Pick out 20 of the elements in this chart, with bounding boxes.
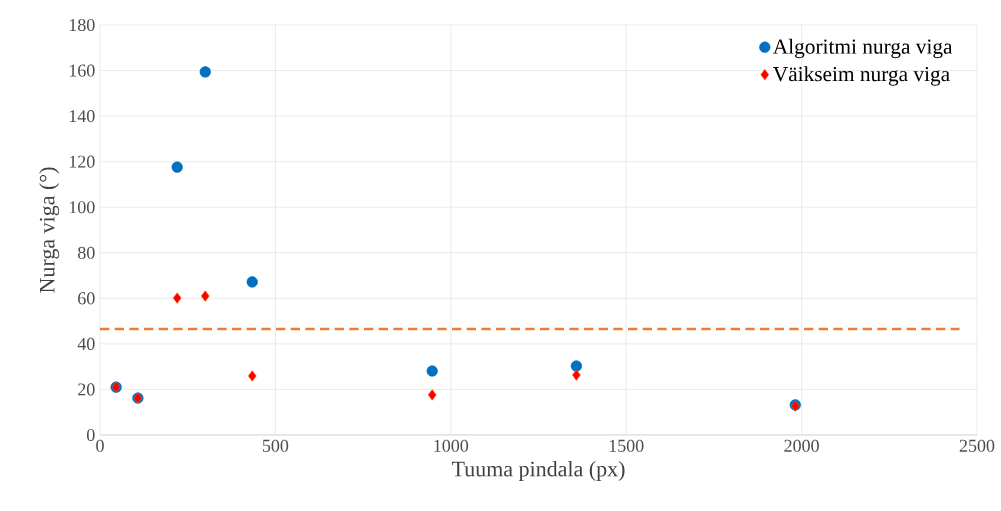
y-tick-label: 80 [77,246,95,259]
y-tick-label: 20 [78,383,95,396]
x-tick-label: 2500 [959,439,995,452]
x-tick-label: 2000 [784,439,819,452]
y-tick-label: 60 [78,292,95,305]
y-tick-label: 0 [86,428,95,442]
y-tick-label: 180 [69,18,95,32]
y-tick-label: 140 [69,110,95,123]
legend-label: Väikseim nurga viga [773,66,950,86]
x-tick-label: 1500 [609,439,644,452]
y-tick-label: 120 [69,155,95,168]
y-tick-label: 160 [69,64,95,77]
x-axis-title: Tuuma pindala (px) [451,461,625,481]
legend-label: Algoritmi nurga viga [773,38,953,59]
x-tick-label: 1000 [434,439,469,452]
y-axis-title: Nurga viga (°) [39,167,60,293]
y-tick-label: 100 [69,201,95,214]
y-tick-label: 40 [77,337,95,350]
x-tick-label: 0 [96,439,104,452]
x-tick-label: 500 [262,439,289,452]
